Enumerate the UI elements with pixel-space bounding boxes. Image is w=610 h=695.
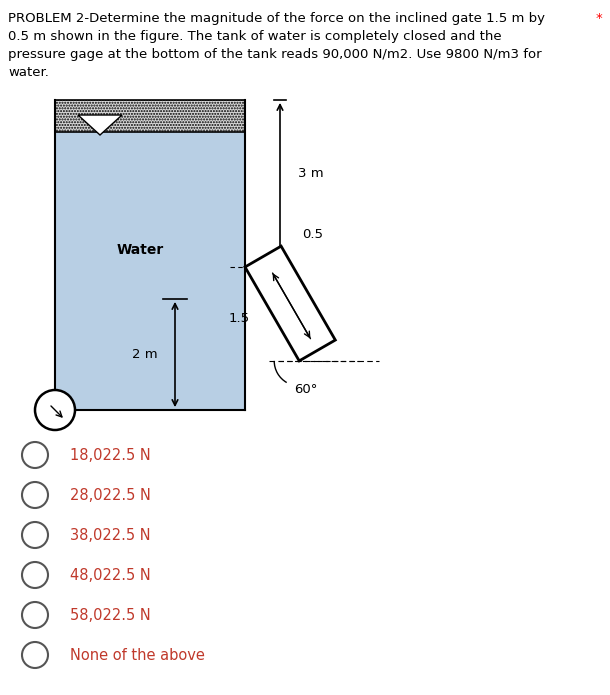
Text: 0.5 m shown in the figure. The tank of water is completely closed and the: 0.5 m shown in the figure. The tank of w… <box>8 30 501 43</box>
Text: 48,022.5 N: 48,022.5 N <box>70 568 151 582</box>
Text: water.: water. <box>8 66 49 79</box>
Text: pressure gage at the bottom of the tank reads 90,000 N/m2. Use 9800 N/m3 for: pressure gage at the bottom of the tank … <box>8 48 542 61</box>
Circle shape <box>22 482 48 508</box>
Text: 0.5: 0.5 <box>302 229 323 241</box>
Text: *: * <box>595 12 602 25</box>
Text: 58,022.5 N: 58,022.5 N <box>70 607 151 623</box>
Text: 38,022.5 N: 38,022.5 N <box>70 528 151 543</box>
Text: 1.5: 1.5 <box>229 313 250 325</box>
Circle shape <box>22 642 48 668</box>
Text: PROBLEM 2-Determine the magnitude of the force on the inclined gate 1.5 m by: PROBLEM 2-Determine the magnitude of the… <box>8 12 545 25</box>
Circle shape <box>22 562 48 588</box>
Text: Water: Water <box>117 243 163 257</box>
Bar <box>55 132 245 410</box>
Text: 28,022.5 N: 28,022.5 N <box>70 487 151 502</box>
Polygon shape <box>78 115 122 135</box>
Circle shape <box>35 390 75 430</box>
Circle shape <box>22 602 48 628</box>
Text: 3 m: 3 m <box>298 167 324 180</box>
Circle shape <box>22 522 48 548</box>
Text: 60°: 60° <box>294 383 318 396</box>
Circle shape <box>22 442 48 468</box>
Text: 18,022.5 N: 18,022.5 N <box>70 448 151 462</box>
Text: None of the above: None of the above <box>70 648 205 662</box>
Bar <box>55 100 245 132</box>
Text: 2 m: 2 m <box>132 348 158 361</box>
Polygon shape <box>245 246 336 361</box>
